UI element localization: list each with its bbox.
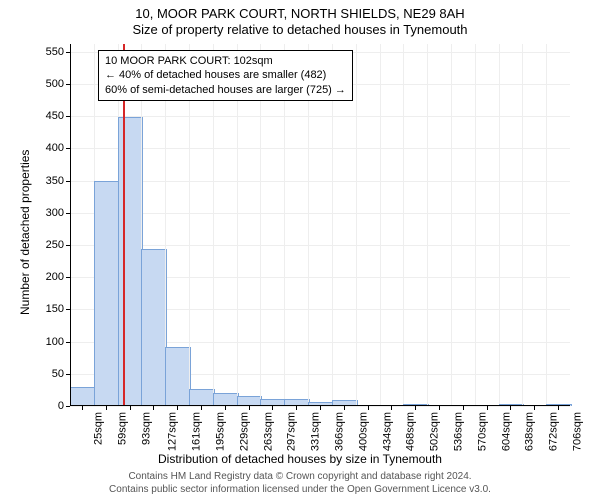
y-tick-label: 450 xyxy=(46,110,64,122)
annotation-line: 60% of semi-detached houses are larger (… xyxy=(105,83,346,97)
x-tick-mark xyxy=(82,406,83,410)
gridline-h xyxy=(70,148,570,149)
x-tick-mark xyxy=(534,406,535,410)
x-tick-mark xyxy=(130,406,131,410)
gridline-v xyxy=(475,44,476,406)
x-tick-label: 297sqm xyxy=(286,412,298,451)
chart-title-line1: 10, MOOR PARK COURT, NORTH SHIELDS, NE29… xyxy=(0,6,600,21)
x-tick-mark xyxy=(201,406,202,410)
y-tick-label: 300 xyxy=(46,207,64,219)
y-axis-title: Number of detached properties xyxy=(18,150,32,315)
x-tick-label: 331sqm xyxy=(310,412,322,451)
y-tick-label: 200 xyxy=(46,271,64,283)
y-tick-label: 250 xyxy=(46,239,64,251)
gridline-v xyxy=(451,44,452,406)
gridline-h xyxy=(70,116,570,117)
x-tick-label: 434sqm xyxy=(381,412,393,451)
x-tick-label: 570sqm xyxy=(476,412,488,451)
x-tick-label: 672sqm xyxy=(548,412,560,451)
x-tick-label: 127sqm xyxy=(167,412,179,451)
histogram-bar xyxy=(141,249,167,406)
x-tick-label: 502sqm xyxy=(429,412,441,451)
x-tick-label: 536sqm xyxy=(453,412,465,451)
gridline-v xyxy=(380,44,381,406)
x-tick-label: 706sqm xyxy=(572,412,584,451)
gridline-v xyxy=(403,44,404,406)
x-tick-mark xyxy=(558,406,559,410)
x-tick-label: 604sqm xyxy=(500,412,512,451)
gridline-v xyxy=(546,44,547,406)
x-tick-mark xyxy=(368,406,369,410)
x-tick-mark xyxy=(153,406,154,410)
attribution-line1: Contains HM Land Registry data © Crown c… xyxy=(0,471,600,484)
x-tick-label: 93sqm xyxy=(140,412,152,445)
x-tick-label: 161sqm xyxy=(191,412,203,451)
plot-area: 05010015020025030035040045050055025sqm59… xyxy=(70,44,570,406)
gridline-v xyxy=(499,44,500,406)
x-tick-mark xyxy=(391,406,392,410)
x-tick-label: 638sqm xyxy=(524,412,536,451)
x-tick-mark xyxy=(249,406,250,410)
x-tick-mark xyxy=(320,406,321,410)
y-tick-label: 50 xyxy=(52,368,64,380)
histogram-bar xyxy=(189,389,215,406)
x-tick-mark xyxy=(510,406,511,410)
x-tick-label: 25sqm xyxy=(92,412,104,445)
annotation-line: ← 40% of detached houses are smaller (48… xyxy=(105,68,346,82)
gridline-h xyxy=(70,245,570,246)
x-tick-mark xyxy=(487,406,488,410)
x-tick-mark xyxy=(225,406,226,410)
annotation-line: 10 MOOR PARK COURT: 102sqm xyxy=(105,54,346,68)
x-tick-label: 195sqm xyxy=(215,412,227,451)
histogram-bar xyxy=(118,117,144,406)
attribution-line2: Contains public sector information licen… xyxy=(0,484,600,497)
annotation-box: 10 MOOR PARK COURT: 102sqm← 40% of detac… xyxy=(98,50,353,101)
gridline-v xyxy=(356,44,357,406)
x-tick-mark xyxy=(177,406,178,410)
y-tick-label: 400 xyxy=(46,142,64,154)
histogram-bar xyxy=(94,181,120,406)
x-tick-label: 366sqm xyxy=(334,412,346,451)
y-tick-label: 500 xyxy=(46,78,64,90)
gridline-h xyxy=(70,181,570,182)
y-tick-label: 0 xyxy=(58,400,64,412)
x-tick-mark xyxy=(344,406,345,410)
x-tick-mark xyxy=(272,406,273,410)
x-tick-mark xyxy=(463,406,464,410)
x-tick-label: 468sqm xyxy=(405,412,417,451)
histogram-bar xyxy=(165,347,191,406)
x-tick-label: 229sqm xyxy=(238,412,250,451)
x-axis-title: Distribution of detached houses by size … xyxy=(0,452,600,466)
y-tick-label: 350 xyxy=(46,175,64,187)
y-tick-label: 100 xyxy=(46,336,64,348)
y-axis-line xyxy=(70,44,71,406)
x-axis-line xyxy=(70,405,570,406)
y-tick-mark xyxy=(66,406,70,407)
x-tick-mark xyxy=(106,406,107,410)
chart-title-line2: Size of property relative to detached ho… xyxy=(0,22,600,37)
y-tick-label: 550 xyxy=(46,46,64,58)
x-tick-label: 263sqm xyxy=(262,412,274,451)
x-tick-mark xyxy=(415,406,416,410)
y-tick-label: 150 xyxy=(46,303,64,315)
gridline-h xyxy=(70,213,570,214)
gridline-v xyxy=(427,44,428,406)
x-tick-mark xyxy=(296,406,297,410)
x-tick-label: 59sqm xyxy=(116,412,128,445)
x-tick-mark xyxy=(439,406,440,410)
gridline-v xyxy=(522,44,523,406)
attribution-text: Contains HM Land Registry data © Crown c… xyxy=(0,471,600,496)
histogram-bar xyxy=(70,387,96,406)
x-tick-label: 400sqm xyxy=(357,412,369,451)
